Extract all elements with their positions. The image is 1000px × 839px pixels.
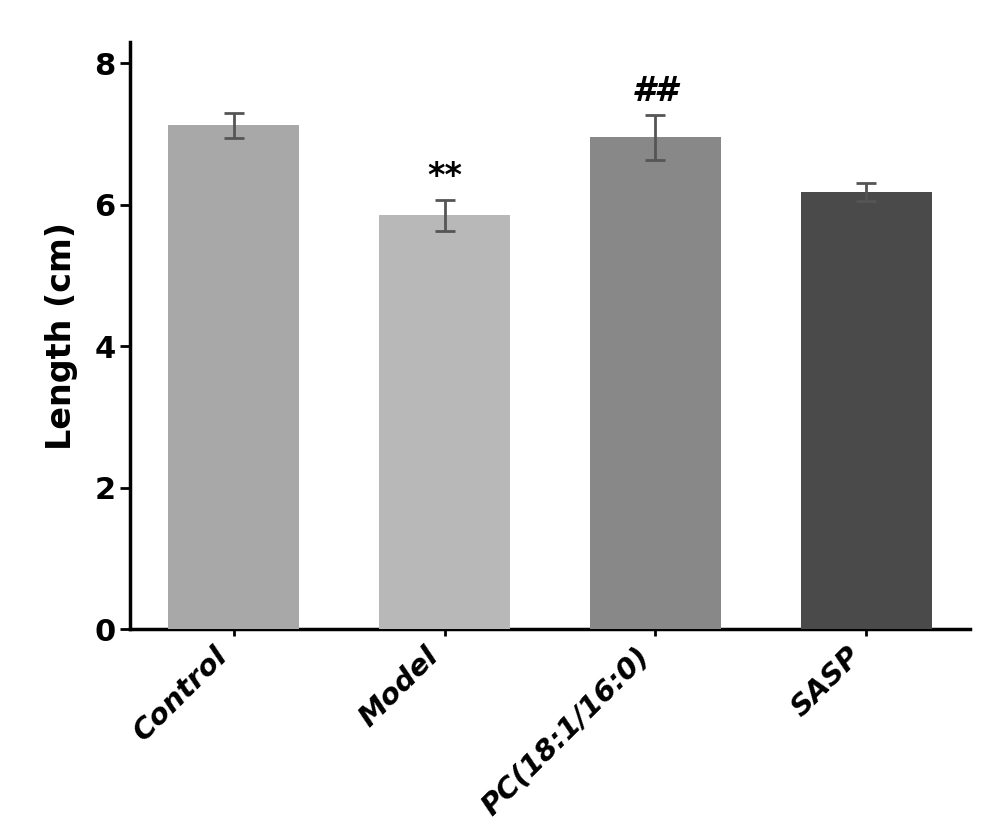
Bar bbox=[379, 216, 510, 629]
Y-axis label: Length (cm): Length (cm) bbox=[44, 221, 78, 450]
Text: ##: ## bbox=[632, 75, 679, 107]
Bar bbox=[801, 192, 932, 629]
Text: **: ** bbox=[427, 159, 462, 193]
Bar bbox=[590, 138, 721, 629]
Bar bbox=[168, 126, 299, 629]
